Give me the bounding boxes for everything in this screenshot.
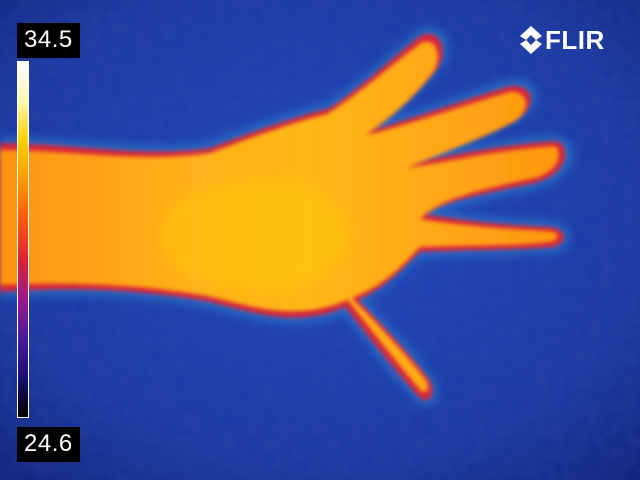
min-temperature-label: 24.6 [17, 427, 80, 462]
temperature-scale-bar [17, 61, 29, 418]
max-temperature-label: 34.5 [17, 23, 80, 58]
hand-silhouette [0, 29, 572, 405]
flir-logo-text: FLIR [545, 25, 605, 55]
temperature-scale-gradient [18, 62, 28, 417]
palm-hotspot [160, 180, 350, 290]
flir-mark-icon [520, 26, 542, 54]
flir-logo: FLIR [520, 26, 605, 54]
